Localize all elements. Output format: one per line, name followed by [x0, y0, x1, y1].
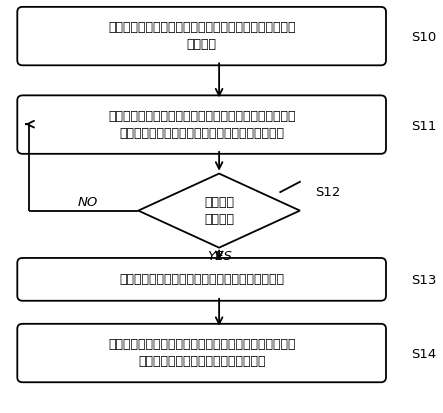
- Text: NO: NO: [78, 196, 98, 209]
- Text: 根据预先构建的平衡度控制模型对各关节臂进行实时的姿
态控制以保持挖掘机上下坡时的平衡性: 根据预先构建的平衡度控制模型对各关节臂进行实时的姿 态控制以保持挖掘机上下坡时的…: [108, 338, 295, 368]
- Text: 获取挖掘机车身的倾斜角度并以此确定挖掘机当前所处位
置的坡度: 获取挖掘机车身的倾斜角度并以此确定挖掘机当前所处位 置的坡度: [108, 21, 295, 51]
- Text: 挖掘机是
否倾倒？: 挖掘机是 否倾倒？: [204, 196, 234, 225]
- FancyBboxPatch shape: [17, 258, 386, 301]
- Text: S13: S13: [411, 274, 437, 287]
- Polygon shape: [138, 173, 300, 248]
- FancyBboxPatch shape: [17, 7, 386, 65]
- Text: 获取挖掘机各关节臂的纵向倾斜角度以及各关节轴之间的
长度并结合所述坡度以计算出挖掘机当前自身姿态: 获取挖掘机各关节臂的纵向倾斜角度以及各关节轴之间的 长度并结合所述坡度以计算出挖…: [108, 109, 295, 140]
- Text: S11: S11: [411, 120, 437, 133]
- Text: S10: S10: [411, 31, 436, 44]
- FancyBboxPatch shape: [17, 324, 386, 382]
- Text: 获取挖掘机当前自身姿态与机械零位之间的角度差: 获取挖掘机当前自身姿态与机械零位之间的角度差: [119, 273, 284, 286]
- FancyBboxPatch shape: [17, 95, 386, 154]
- Text: S12: S12: [315, 185, 341, 199]
- Text: S14: S14: [411, 348, 436, 361]
- Text: YES: YES: [207, 250, 232, 263]
